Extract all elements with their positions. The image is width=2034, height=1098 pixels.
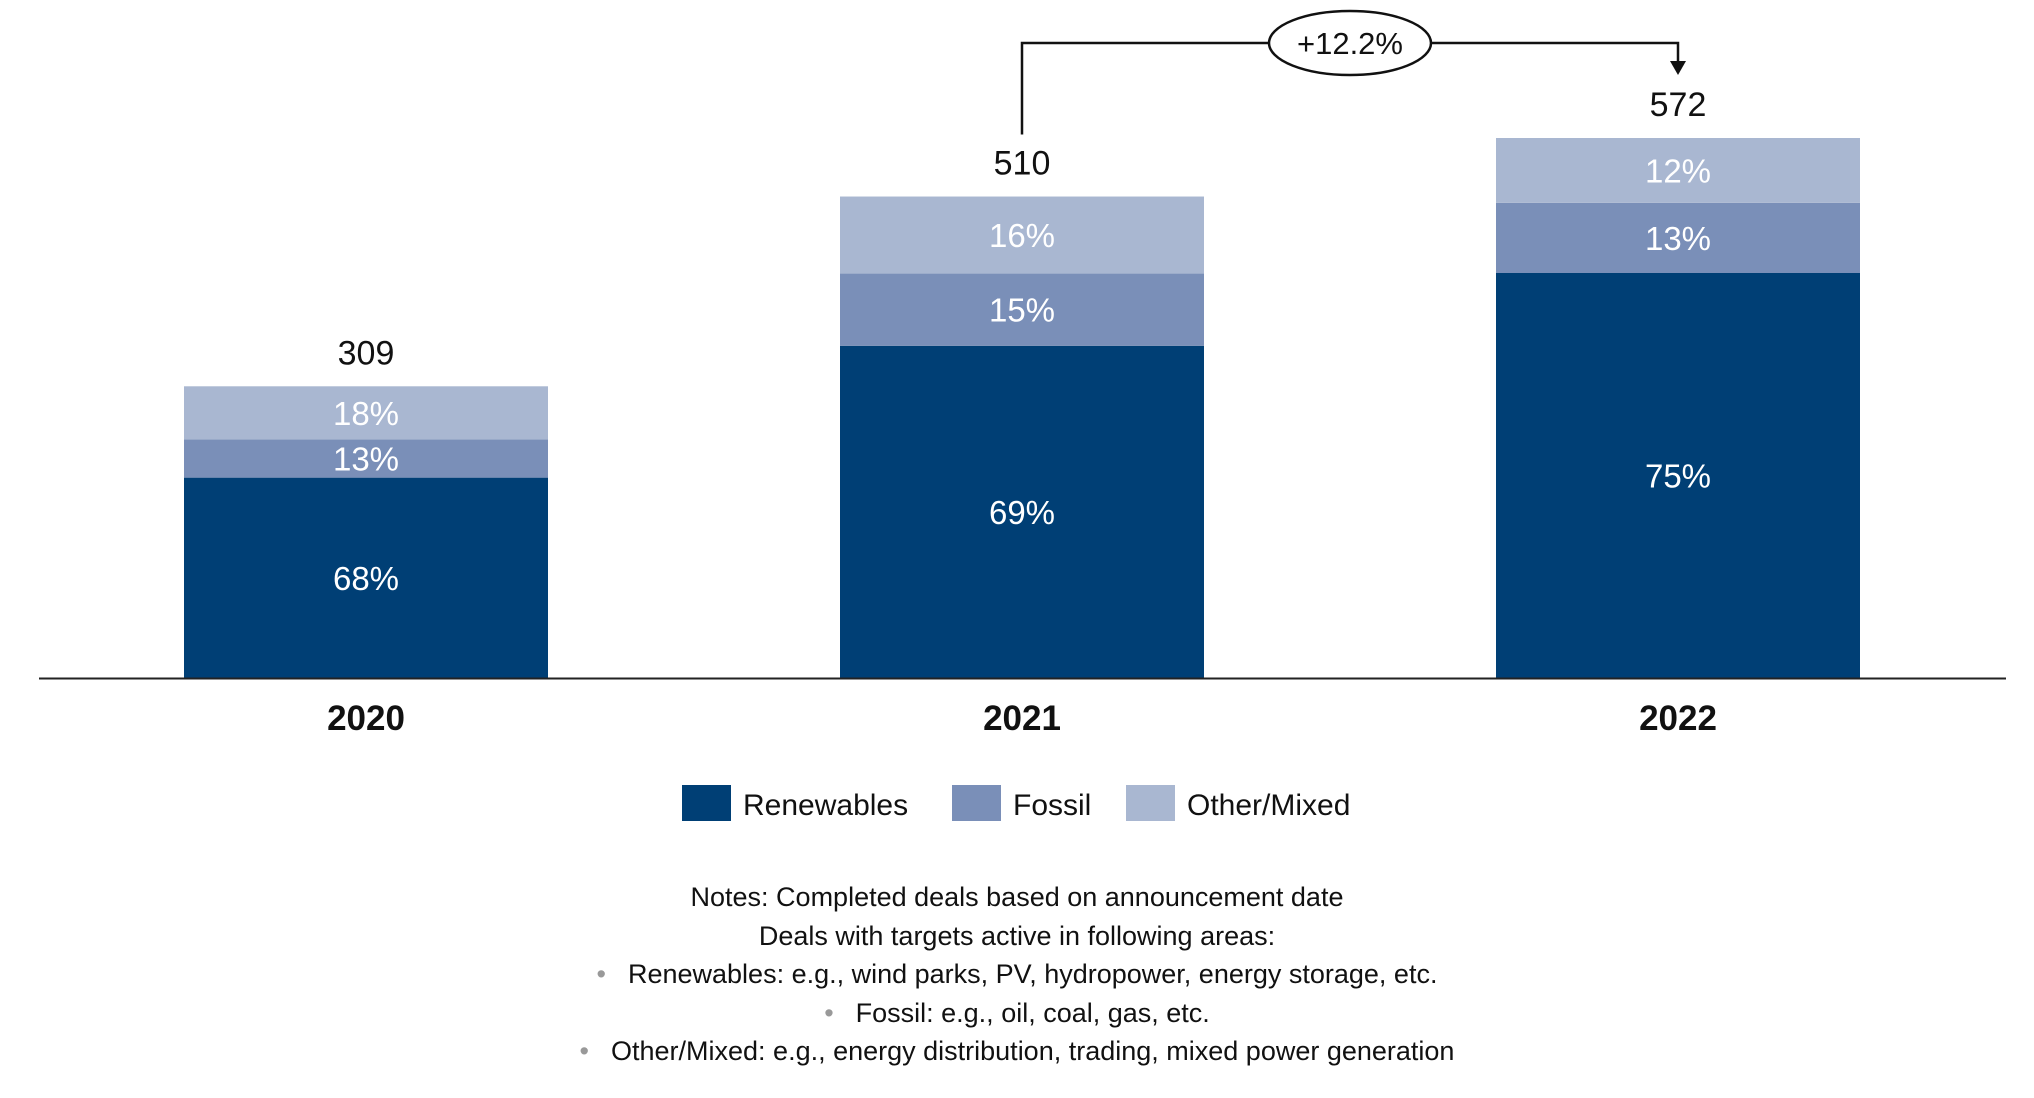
legend-label: Renewables — [743, 789, 908, 822]
growth-badge — [1267, 9, 1433, 77]
bar-segment-fossil — [1496, 202, 1860, 273]
bar-segment-other-mixed — [184, 386, 548, 440]
legend-swatch — [1126, 785, 1175, 821]
bullet-icon: • — [596, 959, 606, 989]
notes-bullet-item: • Renewables: e.g., wind parks, PV, hydro… — [596, 959, 1438, 989]
chart-notes: Notes: Completed deals based on announce… — [0, 878, 2034, 1071]
segment-label: 13% — [1645, 220, 1711, 257]
x-tick-label: 2022 — [1639, 699, 1717, 738]
x-tick-label: 2021 — [983, 699, 1061, 738]
legend-label: Fossil — [1013, 789, 1091, 822]
segment-label: 18% — [333, 395, 399, 432]
bar-segment-renewables — [184, 477, 548, 678]
notes-bullet-item: • Other/Mixed: e.g., energy distribution,… — [579, 1036, 1455, 1066]
segment-label: 15% — [989, 292, 1055, 329]
legend-label: Other/Mixed — [1187, 789, 1350, 822]
legend-swatch — [952, 785, 1001, 821]
legend-swatch — [682, 785, 731, 821]
segment-label: 12% — [1645, 152, 1711, 189]
stacked-bar-chart: 68% 13% 18% 309 2020 69% 15% 16% 510 2021 75% 13% 12… — [39, 9, 2006, 822]
total-label: 510 — [994, 145, 1051, 183]
bar-segment-other-mixed — [1496, 138, 1860, 203]
total-label: 572 — [1650, 86, 1707, 124]
segment-label: 13% — [333, 440, 399, 477]
bar-segment-renewables — [840, 345, 1204, 678]
bar-segment-renewables — [1496, 273, 1860, 678]
bar-segment-other-mixed — [840, 196, 1204, 274]
arrow-down-icon — [1670, 61, 1686, 75]
segment-label: 68% — [333, 560, 399, 597]
notes-line: Deals with targets active in following a… — [758, 920, 1276, 951]
bullet-icon: • — [579, 1036, 589, 1066]
bar-segment-fossil — [840, 273, 1204, 346]
segment-label: 16% — [989, 217, 1055, 254]
notes-bullet-item: • Fossil: e.g., oil, coal, gas, etc. — [824, 997, 1210, 1028]
total-label: 309 — [338, 334, 395, 372]
bullet-icon: • — [824, 997, 834, 1028]
bar-segment-fossil — [184, 439, 548, 478]
notes-line: Notes: Completed deals based on announce… — [690, 882, 1344, 912]
x-tick-label: 2020 — [327, 699, 405, 738]
segment-label: 69% — [989, 494, 1055, 531]
segment-label: 75% — [1645, 458, 1711, 495]
growth-label: +12.2% — [1297, 26, 1403, 61]
